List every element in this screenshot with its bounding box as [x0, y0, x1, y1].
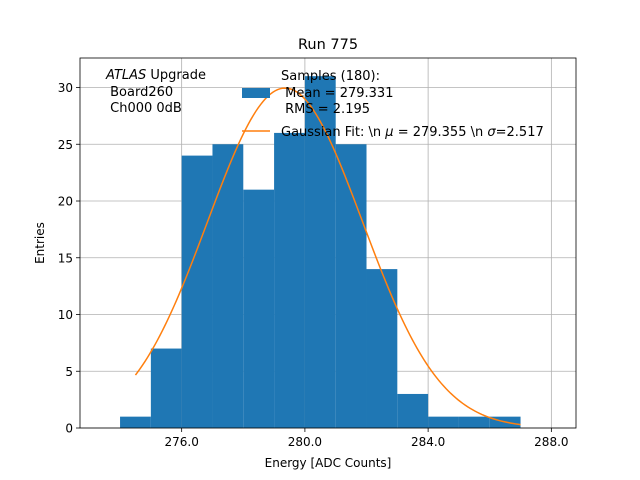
x-axis-label: Energy [ADC Counts]: [265, 456, 392, 470]
legend-fit-mu: μ: [384, 125, 393, 140]
histogram-bar: [304, 76, 336, 428]
y-axis-ticks: 0 5 10 15 20 25 30: [58, 81, 80, 436]
x-tick-label: 284.0: [411, 435, 445, 449]
legend-hist-line3: RMS = 2.195: [281, 102, 370, 117]
legend-fit-mid: = 279.355 \n: [394, 125, 488, 140]
histogram-bar: [428, 416, 459, 428]
gaussian-fit-curve: [134, 87, 521, 426]
histogram-bar: [181, 155, 213, 428]
plot-frame: [79, 57, 577, 429]
histogram-bar: [212, 144, 244, 428]
svg-text:ATLAS Upgrade: ATLAS Upgrade: [105, 68, 206, 83]
histogram-bar: [274, 132, 305, 429]
histogram-bar: [458, 416, 490, 428]
x-axis-ticks: 276.0 280.0 284.0 288.0: [164, 428, 569, 449]
y-tick-label: 25: [58, 138, 73, 152]
legend-fit-sigma: σ: [487, 125, 496, 140]
legend: Samples (180): Mean = 279.331 RMS = 2.19…: [242, 69, 544, 140]
histogram-bar: [335, 144, 367, 428]
legend-fit-suffix: =2.517: [496, 125, 544, 140]
histogram-bar: [366, 269, 398, 428]
y-tick-label: 5: [65, 365, 73, 379]
annotation-atlas: ATLAS: [105, 68, 146, 83]
y-tick-label: 0: [65, 422, 73, 436]
y-tick-label: 30: [58, 81, 73, 95]
histogram-bars: [120, 76, 521, 429]
x-tick-label: 280.0: [288, 435, 322, 449]
histogram-bar: [397, 393, 429, 428]
histogram-bar: [243, 189, 275, 428]
y-tick-label: 10: [58, 308, 73, 322]
legend-fit-prefix: Gaussian Fit: \n: [281, 125, 385, 140]
y-tick-label: 20: [58, 195, 73, 209]
legend-hist-swatch: [242, 88, 270, 98]
x-tick-label: 288.0: [534, 435, 568, 449]
legend-hist-line2: Mean = 279.331: [281, 86, 393, 101]
atlas-annotation: ATLAS Upgrade Board260 Ch000 0dB: [105, 68, 206, 116]
y-tick-label: 15: [58, 251, 73, 265]
histogram-bar: [120, 416, 151, 428]
chart-title: Run 775: [298, 37, 358, 53]
y-axis-label: Entries: [33, 222, 47, 264]
annotation-channel: Ch000 0dB: [106, 101, 182, 116]
annotation-board: Board260: [106, 85, 173, 100]
histogram-bar: [150, 348, 182, 428]
legend-hist-line1: Samples (180):: [281, 69, 380, 84]
legend-fit-label: Gaussian Fit: \n μ = 279.355 \n σ=2.517: [281, 125, 544, 140]
annotation-upgrade: Upgrade: [146, 68, 206, 83]
x-tick-label: 276.0: [164, 435, 198, 449]
